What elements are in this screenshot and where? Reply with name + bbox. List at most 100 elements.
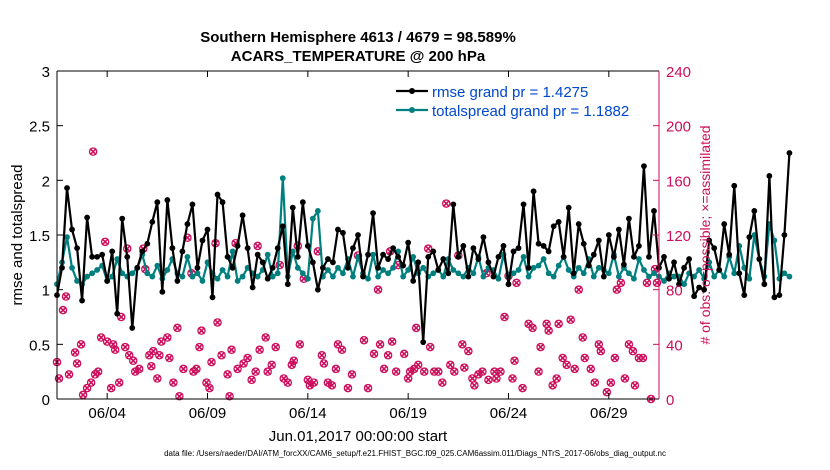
- obs-point: [100, 237, 110, 247]
- obs-point: [492, 374, 501, 383]
- totalspread-point: [661, 278, 667, 284]
- axes: 0 0.5 1 1.5 2 2.5 3 0 40 80 120 160 200 240 06/04 06/09…: [29, 64, 691, 422]
- obs-assimilated-marker: [79, 391, 87, 399]
- rmse-point: [254, 251, 261, 258]
- rmse-point: [345, 264, 351, 271]
- obs-possible-marker: [580, 353, 590, 363]
- obs-assimilated-marker: [338, 346, 346, 354]
- obs-assimilated-marker: [115, 379, 123, 387]
- obs-assimilated-marker: [529, 324, 537, 332]
- rmse-point: [134, 264, 141, 271]
- obs-point: [359, 335, 369, 345]
- totalspread-point: [189, 273, 196, 280]
- rmse-point: [415, 259, 422, 266]
- totalspread-point: [510, 270, 517, 277]
- totalspread-point: [746, 275, 753, 282]
- totalspread-point: [580, 270, 587, 277]
- rmse-point: [560, 253, 567, 260]
- obs-assimilated-marker: [318, 351, 326, 359]
- totalspread-point: [119, 270, 126, 277]
- obs-possible-marker: [383, 351, 393, 360]
- obs-possible-marker: [544, 326, 553, 335]
- obs-possible-marker: [570, 364, 579, 374]
- obs-point: [508, 374, 517, 383]
- obs-possible-marker: [566, 315, 575, 324]
- data-file-footer: data file: /Users/raeder/DAI/ATM_forcXX/…: [164, 449, 666, 458]
- obs-assimilated-marker: [587, 365, 595, 373]
- rmse-series: [54, 150, 793, 346]
- obs-assimilated-marker: [217, 351, 226, 359]
- rmse-point: [99, 251, 106, 258]
- obs-assimilated-marker: [348, 370, 356, 378]
- obs-assimilated-marker: [518, 384, 527, 392]
- rmse-point: [189, 201, 196, 208]
- obs-assimilated-marker: [406, 368, 414, 376]
- obs-possible-marker: [610, 353, 620, 363]
- totalspread-point: [94, 267, 101, 273]
- obs-possible-marker: [425, 342, 435, 352]
- rmse-point: [284, 281, 291, 288]
- rmse-point: [319, 264, 326, 271]
- totalspread-point: [575, 264, 582, 271]
- obs-assimilated-marker: [621, 374, 629, 383]
- obs-possible-marker: [596, 346, 606, 356]
- obs-assimilated-marker: [434, 368, 442, 376]
- rmse-point: [610, 253, 617, 260]
- obs-point: [586, 364, 596, 374]
- obs-possible-marker: [96, 333, 106, 342]
- obs-assimilated-marker: [629, 347, 637, 355]
- totalspread-point: [199, 278, 206, 284]
- obs-point: [289, 356, 299, 365]
- obs-possible-marker: [536, 342, 545, 352]
- obs-assimilated-marker: [611, 354, 619, 362]
- obs-point: [446, 360, 455, 370]
- totalspread-point: [229, 248, 236, 255]
- obs-possible-marker: [343, 383, 353, 393]
- obs-possible-marker: [590, 378, 600, 387]
- obs-point: [596, 346, 606, 356]
- obs-point: [373, 285, 383, 294]
- obs-point: [217, 351, 226, 360]
- rmse-point: [164, 197, 171, 203]
- rmse-point: [691, 293, 698, 300]
- totalspread-point: [64, 234, 70, 241]
- totalspread-point: [274, 270, 281, 277]
- totalspread-point: [535, 262, 542, 269]
- rmse-point: [89, 253, 96, 260]
- obs-assimilated-marker: [412, 324, 420, 332]
- obs-possible-marker: [628, 346, 638, 356]
- obs-point: [114, 378, 124, 387]
- rmse-point: [309, 259, 316, 266]
- obs-point: [612, 285, 622, 294]
- rmse-point: [214, 191, 221, 198]
- obs-point: [317, 351, 327, 360]
- obs-possible-marker: [54, 374, 64, 383]
- obs-possible-marker: [227, 345, 236, 355]
- rmse-point: [74, 245, 80, 252]
- obs-possible-marker: [478, 367, 487, 376]
- obs-assimilated-marker: [388, 338, 396, 346]
- obs-point: [163, 333, 172, 342]
- totalspread-point: [595, 264, 602, 271]
- obs-possible-marker: [331, 364, 341, 374]
- rmse-point: [64, 185, 70, 191]
- y-tick-label: 1: [42, 283, 50, 300]
- obs-assimilated-marker: [328, 381, 336, 389]
- obs-possible-marker: [253, 241, 262, 251]
- totalspread-point: [269, 273, 276, 280]
- obs-assimilated-marker: [571, 365, 579, 373]
- rmse-point: [124, 253, 131, 260]
- rmse-point: [455, 253, 462, 260]
- obs-assimilated-marker: [175, 392, 183, 400]
- obs-possible-marker: [271, 342, 280, 352]
- obs-assimilated-marker: [595, 340, 603, 348]
- rmse-point: [510, 248, 517, 255]
- totalspread-point: [89, 270, 96, 277]
- obs-point: [438, 378, 447, 387]
- y2-tick-label: 0: [666, 392, 674, 409]
- obs-possible-marker: [61, 292, 71, 301]
- obs-point: [512, 278, 521, 288]
- obs-possible-marker: [616, 278, 626, 288]
- rmse-point: [314, 286, 321, 293]
- rmse-point: [330, 259, 336, 266]
